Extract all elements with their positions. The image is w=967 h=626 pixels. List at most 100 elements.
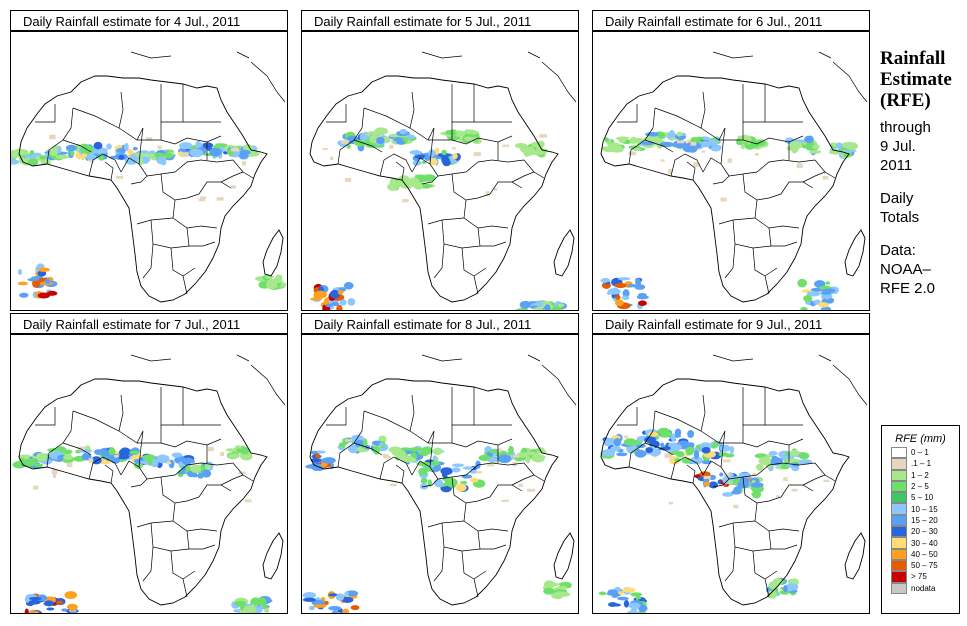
rain-cell — [266, 279, 274, 287]
country-border — [186, 530, 216, 550]
country-border — [473, 275, 479, 295]
coast-fragment — [818, 354, 832, 362]
rain-cell — [630, 592, 643, 597]
rain-cell — [56, 447, 64, 452]
rain-cell — [783, 584, 788, 593]
rain-cell — [614, 295, 621, 300]
rain-cell — [342, 608, 350, 613]
rain-cell — [61, 608, 68, 612]
legend-label: 1 – 2 — [911, 470, 929, 480]
rain-cell — [622, 587, 636, 593]
rain-cell — [806, 291, 821, 297]
country-border — [451, 135, 513, 145]
rain-cell — [343, 282, 354, 290]
rain-cell — [32, 152, 42, 157]
rain-cell — [399, 128, 408, 135]
madagascar-outline — [262, 229, 284, 277]
country-border — [441, 219, 481, 249]
rain-cell — [461, 474, 473, 479]
country-border — [489, 181, 523, 195]
map-panel-9-jul: Daily Rainfall estimate for 9 Jul., 2011 — [592, 313, 870, 615]
country-border — [700, 394, 706, 432]
country-border — [720, 430, 726, 468]
rain-cell — [647, 431, 659, 437]
rain-cell — [778, 450, 792, 459]
rain-cell — [204, 463, 211, 470]
legend-item: 20 – 30 — [891, 526, 959, 538]
legend-label: 30 – 40 — [911, 538, 938, 548]
rain-cell — [452, 130, 466, 137]
through-label: through — [880, 119, 931, 136]
rain-cell — [701, 150, 706, 153]
rain-cell — [242, 605, 257, 613]
rain-cell — [508, 445, 514, 455]
rain-cell — [346, 143, 351, 149]
rain-cell — [99, 150, 104, 154]
rain-cell — [671, 444, 683, 451]
coast-fragment — [712, 51, 754, 59]
rain-cell — [719, 444, 731, 452]
rain-cell — [445, 129, 453, 135]
rain-cell — [556, 585, 568, 590]
madagascar-outline — [553, 229, 575, 277]
rain-cell — [502, 144, 510, 147]
rain-cell — [37, 267, 50, 272]
rain-cell — [106, 143, 112, 150]
country-border — [172, 199, 218, 229]
rain-cell — [551, 306, 563, 310]
rain-cell — [515, 308, 529, 310]
country-border — [138, 430, 144, 468]
rain-cell — [771, 455, 778, 460]
rain-cell — [727, 480, 733, 485]
legend-label: 50 – 75 — [911, 561, 938, 571]
rain-cell — [694, 143, 702, 149]
coast-fragment — [541, 364, 577, 406]
country-border — [451, 387, 475, 426]
country-border — [160, 438, 222, 448]
rain-cell — [527, 488, 536, 492]
rain-cell — [601, 451, 612, 457]
rain-cell — [146, 153, 156, 158]
rain-cell — [664, 453, 672, 458]
legend-item: .1 – 1 — [891, 458, 959, 470]
country-border — [182, 578, 188, 598]
coast-fragment — [541, 61, 577, 103]
rain-cell — [18, 149, 29, 156]
rain-cell — [668, 168, 673, 174]
country-border — [768, 530, 798, 550]
rain-cell — [135, 454, 143, 459]
rain-cell — [557, 303, 565, 308]
rain-cell — [628, 151, 637, 156]
country-border — [754, 502, 800, 532]
country-border — [433, 243, 445, 279]
country-border — [104, 464, 114, 484]
rain-cell — [379, 442, 384, 447]
legend-swatch — [891, 548, 907, 560]
legend-swatch — [891, 514, 907, 527]
rain-cell — [758, 456, 772, 465]
source-line: RFE 2.0 — [880, 280, 936, 297]
rain-cell — [701, 459, 712, 465]
rain-cell — [789, 449, 800, 456]
country-border — [461, 247, 487, 277]
rainfall-field — [598, 427, 830, 613]
rain-cell — [17, 281, 29, 286]
rain-cell — [621, 295, 630, 300]
africa-coastline — [309, 378, 559, 606]
country-border — [670, 153, 704, 177]
date-line: 2011 — [880, 157, 913, 174]
rain-cell — [328, 606, 342, 611]
rainfall-field — [302, 434, 572, 613]
coast-fragment — [250, 364, 286, 406]
country-border — [182, 275, 188, 295]
rain-cell — [421, 446, 433, 455]
rain-cell — [19, 292, 29, 298]
country-border — [718, 217, 756, 225]
legend-item: 1 – 2 — [891, 469, 959, 481]
rain-cell — [441, 155, 450, 165]
country-border — [160, 84, 184, 123]
rain-cell — [181, 152, 189, 157]
rainfall-field — [600, 130, 859, 310]
rain-cell — [152, 152, 166, 158]
rain-cell — [55, 154, 70, 159]
